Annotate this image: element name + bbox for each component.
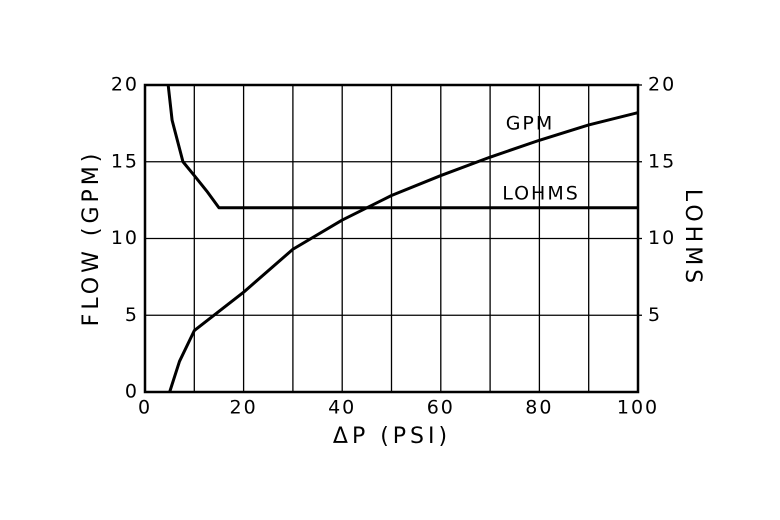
y-tick-label: 15 xyxy=(111,150,139,172)
x-tick-label: 60 xyxy=(427,397,455,419)
y-tick-label: 5 xyxy=(125,304,139,326)
x-tick-label: 80 xyxy=(525,397,553,419)
y-tick-label: 10 xyxy=(111,227,139,249)
y2-tick-label: 10 xyxy=(648,227,676,249)
x-tick-label: 20 xyxy=(230,397,258,419)
x-tick-label: 0 xyxy=(138,397,152,419)
y2-tick-label: 20 xyxy=(648,74,676,96)
y-axis-label: FLOW (GPM) xyxy=(79,150,104,327)
series-label: GPM xyxy=(506,113,555,135)
y-tick-label: 20 xyxy=(111,74,139,96)
y2-axis-label: LOHMS xyxy=(680,189,705,287)
x-axis-label: ΔP (PSI) xyxy=(333,424,451,449)
x-tick-label: 40 xyxy=(328,397,356,419)
x-tick-label: 100 xyxy=(617,397,659,419)
series-label: LOHMS xyxy=(502,183,580,205)
series-line xyxy=(168,111,639,393)
series-line xyxy=(166,84,638,210)
y-tick-label: 0 xyxy=(125,381,139,403)
y2-tick-label: 15 xyxy=(648,150,676,172)
plot-frame xyxy=(143,83,640,394)
y2-tick-label: 5 xyxy=(648,304,662,326)
